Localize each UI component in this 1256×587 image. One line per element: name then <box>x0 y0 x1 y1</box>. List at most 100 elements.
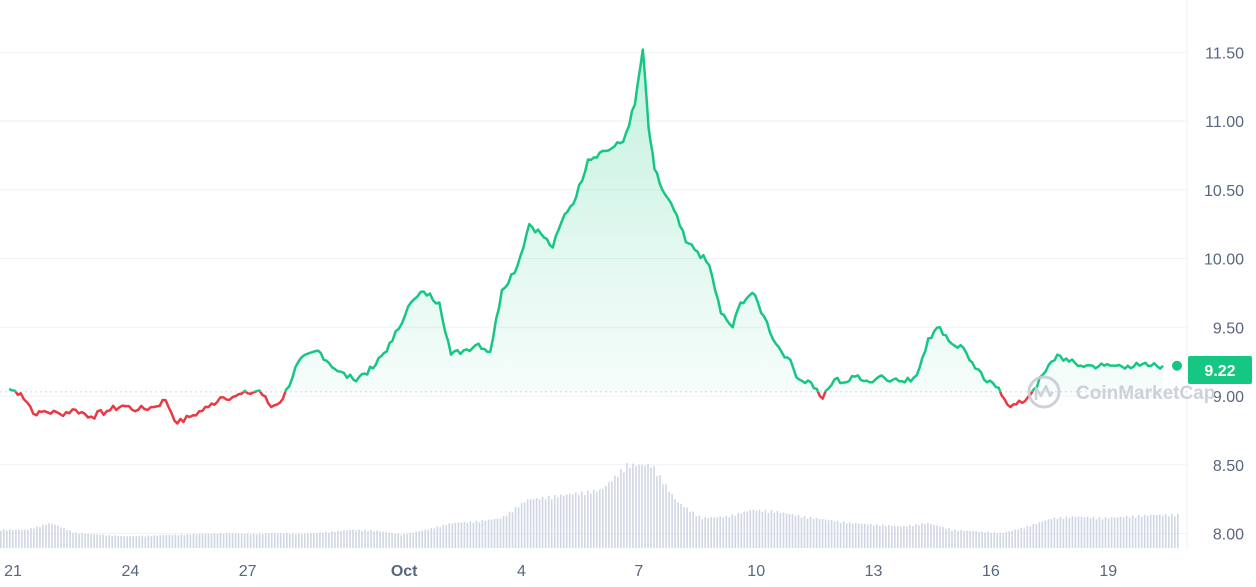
volume-bar <box>150 536 153 548</box>
volume-bar <box>1131 515 1134 548</box>
volume-bar <box>129 536 131 548</box>
volume-bar <box>731 514 734 548</box>
volume-bar <box>529 499 532 548</box>
volume-bar <box>596 491 598 548</box>
volume-bar <box>746 511 749 548</box>
volume-bar <box>201 533 204 548</box>
volume-bar <box>1077 516 1080 548</box>
volume-bar <box>237 533 240 548</box>
volume-bar <box>1020 527 1023 548</box>
x-tick-label: 4 <box>517 563 526 580</box>
volume-bar <box>806 518 809 548</box>
volume-bar <box>562 495 565 548</box>
volume-bar <box>72 532 74 548</box>
volume-bar <box>90 534 92 548</box>
volume-bar <box>957 530 959 548</box>
volume-bar <box>493 519 496 548</box>
volume-bar <box>972 531 974 548</box>
volume-bar <box>352 529 354 548</box>
volume-bar <box>264 533 267 548</box>
volume-bar <box>267 533 270 548</box>
volume-bar <box>668 491 670 548</box>
volume-bar <box>851 523 854 548</box>
volume-bar <box>776 510 779 548</box>
volume-bar <box>394 534 396 548</box>
volume-bar <box>526 499 529 548</box>
volume-bar <box>168 534 171 548</box>
volume-bar <box>969 530 971 548</box>
volume-bar <box>975 531 977 548</box>
volume-bar <box>863 523 866 548</box>
volume-bar <box>355 530 357 548</box>
volume-bar <box>283 533 285 548</box>
volume-bar <box>544 499 547 548</box>
volume-bar <box>671 493 673 548</box>
volume-bar <box>737 512 740 548</box>
volume-bar <box>367 531 369 548</box>
volume-bar <box>638 464 640 548</box>
volume-bar <box>812 518 815 548</box>
volume-bar <box>836 520 839 548</box>
volume-bar <box>466 522 469 548</box>
volume-bar <box>198 533 201 548</box>
volume-bar <box>499 518 502 548</box>
volume-bar <box>12 530 14 548</box>
volume-bar <box>177 535 180 548</box>
volume-bar <box>635 466 637 548</box>
volume-bar <box>900 526 902 548</box>
volume-bar <box>15 529 17 548</box>
volume-bar <box>123 536 125 548</box>
volume-bar <box>782 512 785 548</box>
volume-bar <box>147 535 150 548</box>
volume-bar <box>1053 517 1056 548</box>
volume-bar <box>472 522 475 548</box>
x-tick-label: 16 <box>982 563 1000 580</box>
volume-bar <box>276 533 279 548</box>
volume-bar <box>629 467 631 548</box>
volume-bar <box>532 499 535 548</box>
volume-bar <box>189 534 192 548</box>
volume-bar <box>99 535 101 548</box>
volume-bar <box>228 533 231 548</box>
volume-bar <box>623 472 625 548</box>
volume-bar <box>1092 516 1095 548</box>
volume-bar <box>1044 520 1047 548</box>
volume-bar <box>240 533 243 548</box>
volume-bar <box>1171 514 1173 548</box>
volume-bar <box>105 535 107 548</box>
volume-bar <box>692 511 694 548</box>
volume-bar <box>397 533 399 548</box>
volume-bar <box>1041 521 1044 548</box>
volume-bar <box>388 532 390 548</box>
volume-bar <box>1008 531 1010 548</box>
volume-bar <box>888 525 890 548</box>
volume-bar <box>270 533 273 548</box>
volume-bar <box>307 533 309 548</box>
volume-bar <box>915 524 917 548</box>
volume-bar <box>599 489 601 548</box>
volume-bar <box>1032 524 1035 548</box>
volume-bar <box>845 523 848 548</box>
volume-bar <box>556 497 559 548</box>
volume-bar <box>981 531 983 548</box>
volume-bar <box>707 518 709 548</box>
volume-bar <box>550 499 553 548</box>
volume-bar <box>511 512 514 548</box>
volume-bar <box>1071 516 1074 548</box>
volume-bar <box>951 530 953 548</box>
volume-bar <box>764 509 767 548</box>
volume-bar <box>873 525 875 548</box>
volume-bar <box>547 495 550 548</box>
volume-bar <box>1050 519 1053 548</box>
volume-bar <box>180 534 183 548</box>
volume-bar <box>677 502 679 548</box>
current-price-dot <box>1172 360 1182 371</box>
volume-bar <box>984 532 986 548</box>
x-tick-label: 27 <box>239 563 257 580</box>
volume-bar <box>710 517 712 548</box>
volume-bar <box>1116 517 1119 548</box>
volume-bar <box>617 476 619 548</box>
volume-bar <box>289 534 291 548</box>
volume-bar <box>650 467 652 548</box>
volume-bar <box>475 520 478 548</box>
